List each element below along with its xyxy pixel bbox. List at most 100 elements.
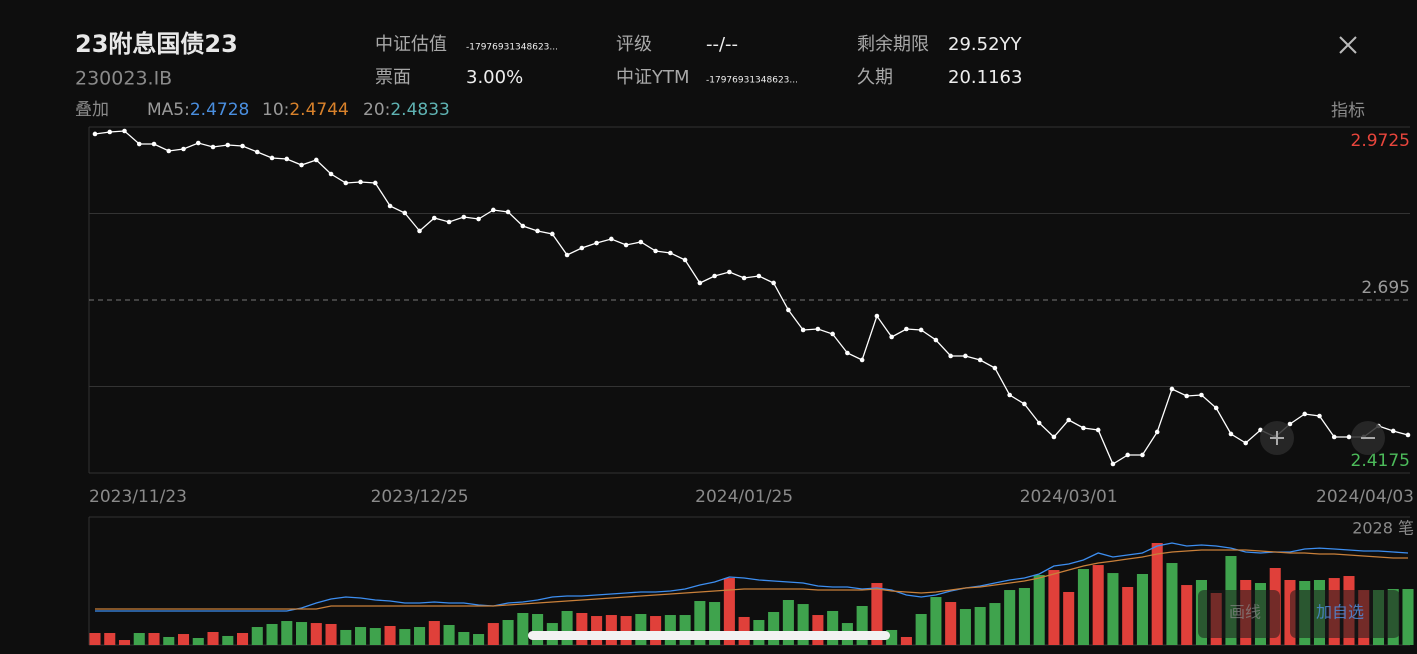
- price-point: [1051, 434, 1057, 440]
- volume-bar: [281, 621, 293, 645]
- price-point: [520, 223, 526, 229]
- volume-bar: [177, 634, 190, 645]
- volume-bar: [192, 637, 204, 645]
- price-point: [889, 334, 894, 340]
- price-point: [181, 146, 186, 152]
- price-point: [343, 180, 349, 186]
- volume-bar: [502, 620, 514, 645]
- volume-bar: [310, 623, 322, 645]
- price-point: [432, 215, 437, 221]
- volume-bar: [738, 616, 750, 645]
- price-point: [1346, 434, 1352, 440]
- volume-bar: [251, 627, 263, 645]
- volume-bar: [1092, 565, 1104, 645]
- zoom-out[interactable]: [1351, 421, 1385, 455]
- price-point: [225, 142, 231, 148]
- volume-bar: [399, 629, 411, 645]
- x-tick-label: 2023/12/25: [371, 487, 469, 507]
- x-tick-label: 2024/01/25: [695, 487, 793, 507]
- price-point: [697, 280, 703, 286]
- price-point: [1081, 425, 1086, 431]
- price-line: [94, 130, 1409, 465]
- field-value: --/--: [706, 34, 738, 55]
- volume-bar: [974, 607, 986, 645]
- field-value: -17976931348623...: [466, 43, 558, 53]
- price-point: [1095, 427, 1101, 433]
- price-point: [166, 148, 172, 154]
- indicator-button[interactable]: 指标: [1331, 101, 1365, 121]
- price-point: [269, 155, 275, 161]
- price-point: [1022, 401, 1027, 407]
- price-point: [417, 228, 422, 234]
- volume-bar: [605, 615, 617, 645]
- volume-bar: [900, 636, 912, 645]
- volume-bar: [635, 614, 647, 645]
- volume-bar: [694, 601, 706, 645]
- price-point: [1199, 392, 1204, 398]
- watchlist-button[interactable]: 加自选: [1316, 603, 1364, 622]
- price-point: [1007, 392, 1012, 398]
- price-point: [1110, 461, 1116, 467]
- volume-bar: [561, 610, 573, 645]
- volume-bar: [1107, 573, 1119, 645]
- volume-bar: [827, 610, 839, 645]
- overlay-label[interactable]: 叠加: [75, 100, 109, 120]
- volume-bar: [118, 640, 131, 645]
- volume-bar: [1077, 569, 1089, 645]
- price-point: [505, 209, 511, 215]
- ma-value: 2.4728: [190, 100, 249, 120]
- watchlist-button-bg[interactable]: [1290, 590, 1400, 638]
- volume-bar: [679, 615, 691, 645]
- ma-name: MA5:: [147, 100, 190, 120]
- volume-bar: [959, 609, 971, 645]
- price-point: [1036, 420, 1042, 426]
- price-point: [1213, 405, 1219, 411]
- price-point: [92, 131, 98, 137]
- draw-button[interactable]: 画线: [1229, 603, 1261, 622]
- price-point: [1125, 452, 1130, 458]
- ma-item: MA5:2.4728: [147, 100, 249, 120]
- price-point: [210, 144, 216, 150]
- volume-bar: [1018, 588, 1030, 645]
- price-point: [918, 327, 924, 333]
- price-point: [653, 248, 658, 254]
- volume-bar: [1063, 591, 1075, 645]
- volume-ma-line: [95, 542, 1409, 612]
- volume-bar: [768, 611, 780, 645]
- price-point: [756, 273, 762, 279]
- volume-bar: [1122, 586, 1134, 645]
- volume-bar: [1136, 573, 1148, 645]
- price-point: [328, 171, 334, 177]
- price-point: [1169, 386, 1175, 392]
- volume-bar: [414, 627, 426, 645]
- price-point: [1287, 421, 1293, 427]
- price-point: [609, 236, 614, 242]
- volume-bar: [797, 604, 809, 645]
- price-point: [859, 357, 865, 363]
- volume-bar: [163, 636, 175, 645]
- draw-button-bg[interactable]: [1198, 590, 1280, 638]
- volume-ma-line: [95, 549, 1408, 610]
- volume-bar: [812, 615, 824, 645]
- price-point: [358, 179, 363, 185]
- volume-bar: [340, 629, 352, 645]
- field-label: 剩余期限: [857, 34, 929, 55]
- volume-bar: [266, 623, 278, 645]
- price-point: [240, 143, 245, 149]
- close-button[interactable]: [1339, 36, 1357, 54]
- volume-bar: [487, 623, 499, 645]
- zoom-in[interactable]: [1260, 421, 1294, 455]
- price-point: [299, 162, 304, 168]
- volume-bar: [650, 616, 662, 645]
- price-point: [446, 219, 452, 225]
- price-point: [682, 257, 688, 263]
- ma-value: 2.4744: [289, 100, 348, 120]
- price-point: [786, 307, 791, 313]
- volume-bar: [532, 614, 544, 645]
- field-label: 中证估值: [375, 34, 447, 55]
- x-tick-label: 2024/03/01: [1020, 487, 1118, 507]
- price-point: [1066, 417, 1071, 423]
